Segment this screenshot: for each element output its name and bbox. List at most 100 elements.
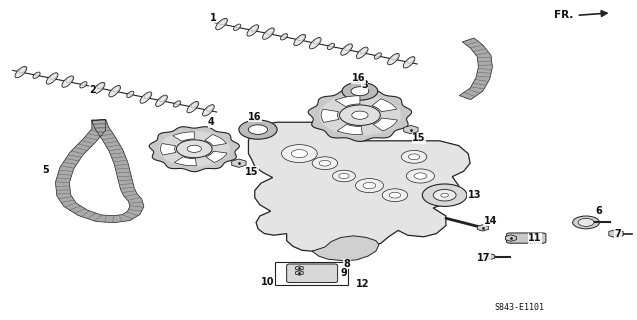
Polygon shape bbox=[248, 122, 470, 251]
Ellipse shape bbox=[356, 47, 368, 59]
Text: 15: 15 bbox=[245, 167, 259, 177]
Circle shape bbox=[291, 149, 308, 158]
Text: 2: 2 bbox=[89, 84, 96, 95]
Circle shape bbox=[408, 154, 420, 160]
Wedge shape bbox=[335, 96, 360, 107]
Ellipse shape bbox=[280, 34, 288, 40]
Wedge shape bbox=[175, 157, 196, 166]
Polygon shape bbox=[477, 225, 489, 231]
Text: 4: 4 bbox=[208, 117, 215, 127]
Ellipse shape bbox=[247, 25, 259, 36]
Circle shape bbox=[239, 120, 277, 139]
Wedge shape bbox=[173, 132, 194, 141]
Wedge shape bbox=[321, 109, 339, 122]
Circle shape bbox=[422, 184, 467, 206]
Polygon shape bbox=[459, 38, 492, 100]
Polygon shape bbox=[505, 235, 517, 241]
Ellipse shape bbox=[387, 53, 399, 65]
Text: 3: 3 bbox=[361, 80, 368, 90]
Polygon shape bbox=[149, 127, 240, 172]
Ellipse shape bbox=[374, 53, 382, 59]
Polygon shape bbox=[296, 271, 303, 275]
Wedge shape bbox=[205, 134, 226, 146]
Ellipse shape bbox=[80, 82, 87, 88]
Circle shape bbox=[248, 125, 268, 134]
Ellipse shape bbox=[47, 73, 58, 84]
Polygon shape bbox=[55, 119, 144, 223]
Circle shape bbox=[389, 192, 401, 198]
Text: 16: 16 bbox=[248, 112, 262, 122]
Circle shape bbox=[414, 173, 427, 179]
Wedge shape bbox=[373, 118, 397, 131]
Ellipse shape bbox=[203, 105, 214, 116]
Circle shape bbox=[319, 160, 331, 166]
Polygon shape bbox=[308, 90, 412, 141]
Circle shape bbox=[352, 111, 368, 119]
Circle shape bbox=[340, 105, 380, 125]
Text: 14: 14 bbox=[483, 216, 497, 226]
Circle shape bbox=[441, 193, 448, 197]
Text: 17: 17 bbox=[477, 252, 491, 263]
Ellipse shape bbox=[127, 91, 134, 98]
Circle shape bbox=[339, 173, 349, 179]
Ellipse shape bbox=[578, 219, 594, 227]
FancyBboxPatch shape bbox=[506, 233, 546, 243]
Ellipse shape bbox=[62, 76, 74, 87]
Polygon shape bbox=[232, 159, 246, 167]
Ellipse shape bbox=[262, 28, 275, 39]
Text: 16: 16 bbox=[352, 73, 366, 84]
Circle shape bbox=[282, 145, 317, 163]
Ellipse shape bbox=[310, 37, 321, 49]
Ellipse shape bbox=[216, 18, 227, 30]
Wedge shape bbox=[161, 144, 176, 155]
Circle shape bbox=[319, 95, 401, 136]
Text: 8: 8 bbox=[344, 259, 350, 269]
Ellipse shape bbox=[403, 57, 415, 68]
Circle shape bbox=[382, 189, 408, 202]
Text: 15: 15 bbox=[412, 133, 426, 143]
Text: 11: 11 bbox=[528, 233, 542, 244]
Ellipse shape bbox=[341, 44, 352, 55]
Text: 9: 9 bbox=[341, 268, 347, 278]
Circle shape bbox=[401, 150, 427, 163]
Circle shape bbox=[406, 169, 434, 183]
Ellipse shape bbox=[155, 95, 168, 107]
Ellipse shape bbox=[15, 66, 27, 78]
Wedge shape bbox=[372, 99, 397, 112]
Polygon shape bbox=[483, 253, 495, 260]
Ellipse shape bbox=[140, 92, 152, 103]
Circle shape bbox=[363, 182, 376, 189]
Circle shape bbox=[312, 157, 338, 170]
Wedge shape bbox=[206, 151, 227, 163]
Ellipse shape bbox=[33, 72, 40, 78]
Polygon shape bbox=[404, 125, 418, 134]
Circle shape bbox=[342, 82, 378, 100]
Text: 7: 7 bbox=[615, 228, 621, 239]
Polygon shape bbox=[609, 229, 623, 238]
Ellipse shape bbox=[234, 24, 241, 30]
Text: FR.: FR. bbox=[554, 10, 573, 20]
Ellipse shape bbox=[173, 101, 181, 107]
Circle shape bbox=[187, 145, 201, 152]
Ellipse shape bbox=[187, 101, 199, 113]
Circle shape bbox=[159, 131, 230, 167]
Wedge shape bbox=[337, 124, 362, 135]
Ellipse shape bbox=[93, 82, 105, 94]
Circle shape bbox=[355, 179, 383, 193]
Text: S843-E1101: S843-E1101 bbox=[494, 303, 544, 312]
Ellipse shape bbox=[294, 34, 306, 46]
Ellipse shape bbox=[327, 43, 334, 50]
Ellipse shape bbox=[573, 216, 599, 229]
Polygon shape bbox=[312, 236, 379, 261]
Text: 5: 5 bbox=[43, 164, 49, 175]
Circle shape bbox=[176, 140, 212, 158]
Circle shape bbox=[351, 87, 369, 96]
Circle shape bbox=[433, 189, 456, 201]
Polygon shape bbox=[296, 266, 303, 270]
FancyBboxPatch shape bbox=[287, 264, 338, 283]
Ellipse shape bbox=[109, 85, 120, 97]
Text: 10: 10 bbox=[261, 277, 275, 287]
Circle shape bbox=[333, 170, 355, 182]
Text: 1: 1 bbox=[210, 12, 217, 23]
Text: 6: 6 bbox=[596, 206, 602, 216]
